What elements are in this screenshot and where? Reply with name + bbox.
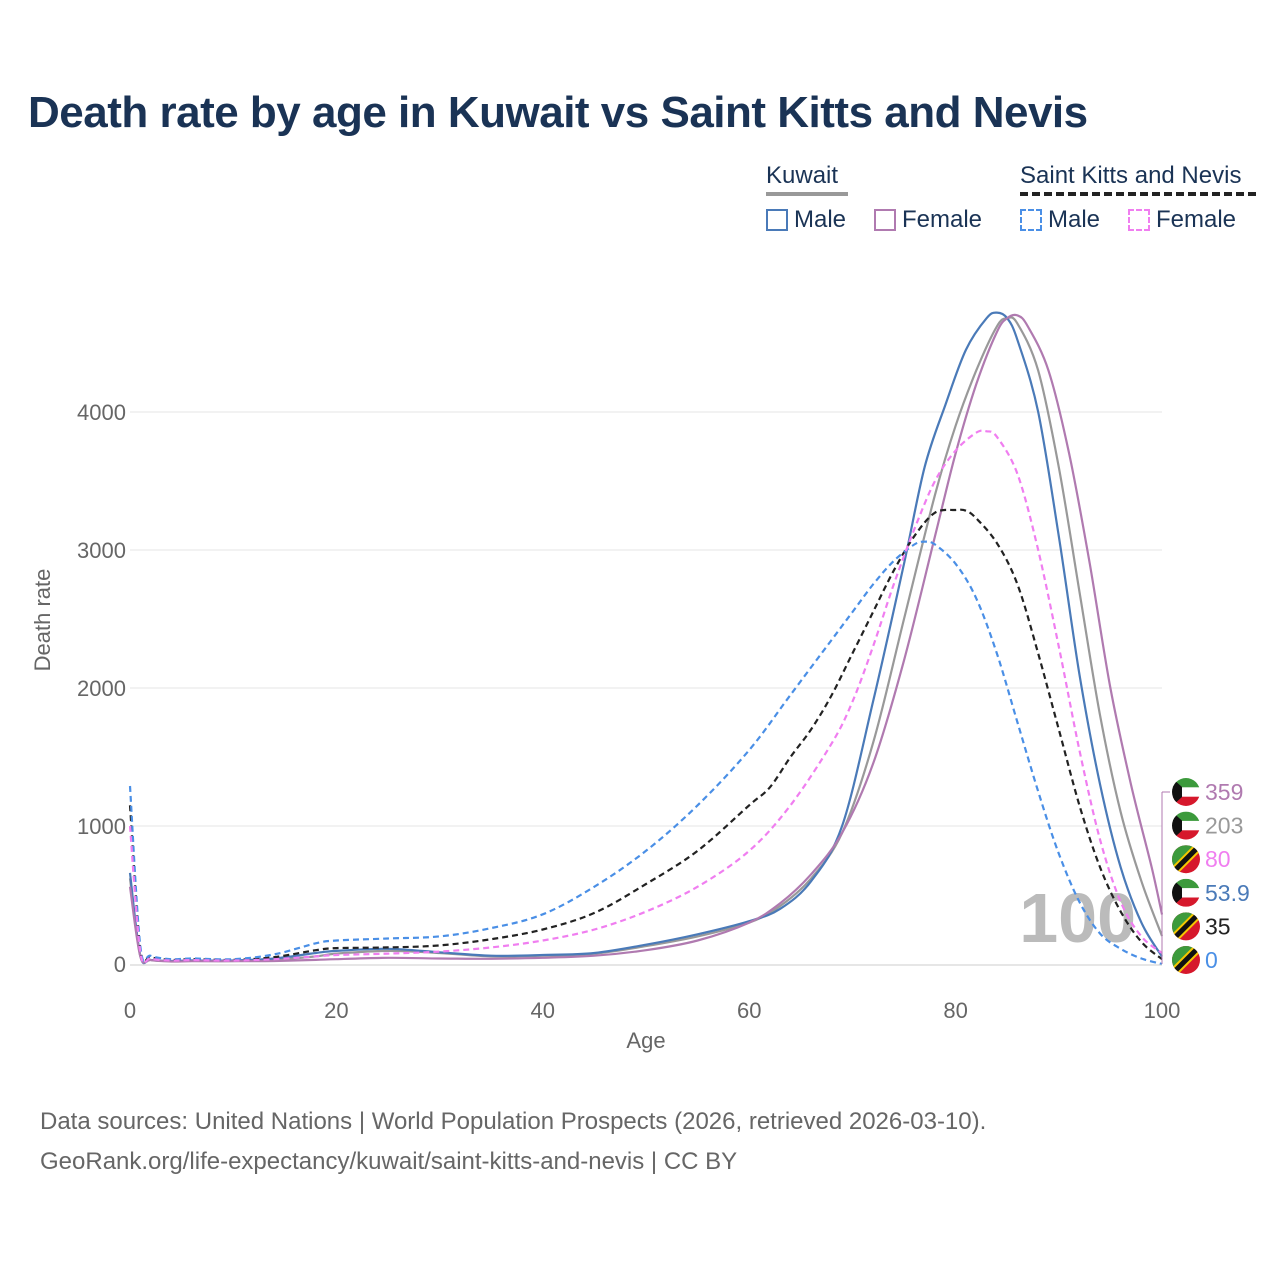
- end-flag-saint-kitts-and-nevis-male: [1172, 946, 1200, 974]
- y-tick-label-1000: 1000: [77, 814, 126, 839]
- legend-group-skn-line: [1020, 192, 1256, 196]
- legend-skn-male[interactable]: Male: [1020, 206, 1100, 234]
- y-tick-label-3000: 3000: [77, 538, 126, 563]
- axes: 0 1000 2000 3000 4000 0 20 40 60 80 100 Age Death ra…: [30, 400, 1180, 1053]
- legend-kuwait-female[interactable]: Female: [874, 206, 982, 234]
- flag-skn-green: [1172, 845, 1200, 874]
- x-tick-label-100: 100: [1144, 998, 1181, 1023]
- flag-skn-bg: [1172, 912, 1200, 941]
- series-line-saint-kitts-and-nevis-male: [128, 540, 1163, 966]
- flag-kuwait-green: [1172, 878, 1200, 889]
- source-line-2: GeoRank.org/life-expectancy/kuwait/saint…: [40, 1148, 738, 1175]
- legend-group-skn-label: Saint Kitts and Nevis: [1020, 162, 1242, 189]
- flag-kuwait-red: [1172, 830, 1200, 840]
- flag-kuwait-green: [1172, 811, 1200, 821]
- legend-group-kuwait-label: Kuwait: [766, 162, 839, 189]
- legend-group-skn: Saint Kitts and Nevis: [1020, 162, 1241, 190]
- flag-skn-yellow: [1172, 912, 1200, 941]
- end-labels: 359 203 80 53.9 35 0: [1161, 778, 1250, 974]
- source-line-1: Data sources: United Nations | World Pop…: [40, 1108, 987, 1135]
- age-watermark: 100: [1019, 879, 1136, 957]
- end-flag-saint-kitts-and-nevis-female: [1172, 845, 1200, 874]
- legend-kuwait-female-swatch: [874, 209, 896, 231]
- legend-skn-female[interactable]: Female: [1128, 206, 1236, 234]
- series-line-saint-kitts-and-nevis-female: [128, 429, 1163, 965]
- flag-kuwait-black: [1172, 811, 1182, 840]
- flag-kuwait-bg: [1172, 878, 1200, 907]
- flag-skn-black: [1172, 946, 1200, 974]
- legend-kuwait-male-label: Male: [794, 206, 847, 233]
- x-axis-label: Age: [626, 1028, 665, 1053]
- x-tick-label-80: 80: [943, 998, 967, 1023]
- y-tick-label-4000: 4000: [77, 400, 126, 425]
- series-line-kuwait-total: [128, 316, 1164, 964]
- end-label-kuwait-female: 359: [1205, 779, 1243, 805]
- flag-kuwait-black: [1172, 878, 1182, 907]
- flag-kuwait-red: [1172, 796, 1200, 806]
- end-flag-kuwait-male: [1172, 878, 1200, 907]
- flag-kuwait-bg: [1172, 811, 1200, 840]
- end-label-saint-kitts-and-nevis-total: 35: [1205, 913, 1231, 939]
- grid-lines: [130, 411, 1162, 827]
- flag-skn-green: [1172, 912, 1200, 941]
- flag-skn-yellow: [1172, 845, 1200, 874]
- end-label-saint-kitts-and-nevis-male: 0: [1205, 947, 1218, 973]
- y-tick-label-0: 0: [114, 952, 126, 977]
- end-flag-kuwait-total: [1172, 811, 1200, 840]
- flag-kuwait-red: [1172, 897, 1200, 907]
- legend-group-kuwait-line: [766, 192, 848, 196]
- y-axis-label: Death rate: [30, 569, 55, 672]
- flag-skn-green: [1172, 946, 1200, 974]
- legend-kuwait-female-label: Female: [902, 206, 983, 233]
- flag-kuwait-green: [1172, 778, 1200, 788]
- flag-skn-black: [1172, 912, 1200, 941]
- series-line-kuwait-male: [128, 311, 1163, 965]
- x-tick-label-60: 60: [737, 998, 761, 1023]
- end-flag-kuwait-female: [1172, 778, 1200, 806]
- flag-skn-bg: [1172, 845, 1200, 874]
- y-tick-label-2000: 2000: [77, 676, 126, 701]
- flag-kuwait-black: [1172, 778, 1182, 806]
- end-label-saint-kitts-and-nevis-female: 80: [1205, 846, 1231, 872]
- legend-skn-female-label: Female: [1156, 206, 1237, 233]
- end-flag-saint-kitts-and-nevis-total: [1172, 912, 1200, 941]
- legend-kuwait-male[interactable]: Male: [766, 206, 846, 234]
- end-label-kuwait-male: 53.9: [1205, 880, 1250, 906]
- series-lines: [128, 311, 1164, 966]
- legend-skn-female-swatch: [1128, 209, 1150, 231]
- series-line-saint-kitts-and-nevis-total: [128, 508, 1163, 964]
- flag-skn-yellow: [1172, 946, 1200, 974]
- flag-skn-black: [1172, 845, 1200, 873]
- x-tick-label-40: 40: [531, 998, 555, 1023]
- legend-kuwait-male-swatch: [766, 209, 788, 231]
- chart-title: Death rate by age in Kuwait vs Saint Kit…: [28, 88, 1088, 137]
- legend-skn-male-label: Male: [1048, 206, 1101, 233]
- legend-group-kuwait: Kuwait: [766, 162, 838, 190]
- series-line-kuwait-female: [128, 313, 1164, 964]
- legend-skn-male-swatch: [1020, 209, 1042, 231]
- flag-kuwait-bg: [1172, 778, 1200, 806]
- x-tick-label-20: 20: [324, 998, 348, 1023]
- end-label-kuwait-total: 203: [1205, 813, 1243, 839]
- x-tick-label-0: 0: [124, 998, 136, 1023]
- flag-skn-bg: [1172, 946, 1200, 974]
